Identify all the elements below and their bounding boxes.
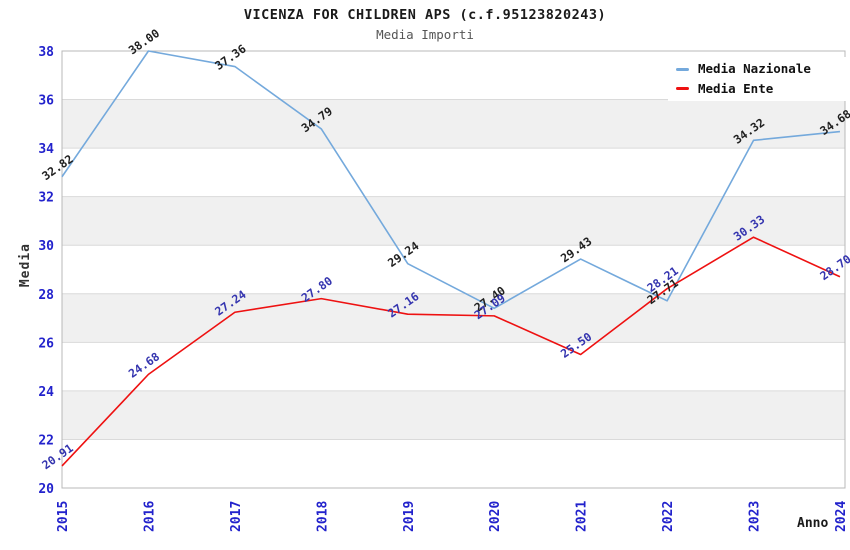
series-line-ente — [61, 236, 841, 467]
plot-border — [61, 50, 846, 489]
y-tick-label: 20 — [38, 482, 54, 497]
y-tick-label: 38 — [38, 45, 54, 60]
x-tick-label: 2016 — [142, 501, 157, 532]
series-line-nazionale — [61, 50, 841, 310]
chart-subtitle: Media Importi — [376, 27, 474, 42]
x-axis-title: Anno — [797, 516, 829, 531]
data-label: 24.68 — [126, 349, 162, 380]
data-label: 37.36 — [212, 41, 248, 72]
grid-band — [62, 196, 845, 246]
y-tick-label: 26 — [38, 336, 54, 351]
x-tick-label: 2019 — [402, 501, 417, 532]
x-tick-label: 2018 — [315, 501, 330, 532]
chart-title: VICENZA FOR CHILDREN APS (c.f.9512382024… — [243, 7, 607, 23]
grid-band — [62, 99, 845, 149]
grid-band — [62, 390, 845, 440]
grid-band — [62, 293, 845, 343]
legend-item-media-ente[interactable]: Media Ente — [668, 80, 846, 96]
x-tick-label: 2024 — [834, 501, 849, 532]
x-tick-label: 2023 — [748, 501, 763, 532]
y-tick-label: 36 — [38, 94, 54, 109]
y-tick-label: 32 — [38, 191, 54, 206]
y-tick-label: 28 — [38, 288, 54, 303]
y-tick-label: 34 — [38, 142, 54, 157]
x-tick-label: 2015 — [56, 501, 71, 532]
x-tick-label: 2020 — [488, 501, 503, 532]
legend: Media Nazionale Media Ente — [668, 57, 846, 101]
legend-label-media-ente: Media Ente — [698, 80, 774, 96]
legend-swatch-ente-icon — [676, 87, 689, 91]
legend-item-media-nazionale[interactable]: Media Nazionale — [668, 61, 846, 76]
x-tick-label: 2017 — [229, 501, 244, 532]
y-axis-title: Media — [18, 243, 33, 288]
legend-swatch-nazionale-icon — [676, 67, 689, 71]
x-tick-label: 2022 — [661, 501, 676, 532]
x-tick-label: 2021 — [575, 501, 590, 532]
y-tick-label: 30 — [38, 239, 54, 254]
y-tick-label: 24 — [38, 385, 54, 400]
legend-label-media-nazionale: Media Nazionale — [698, 61, 811, 76]
y-tick-label: 22 — [38, 433, 54, 448]
